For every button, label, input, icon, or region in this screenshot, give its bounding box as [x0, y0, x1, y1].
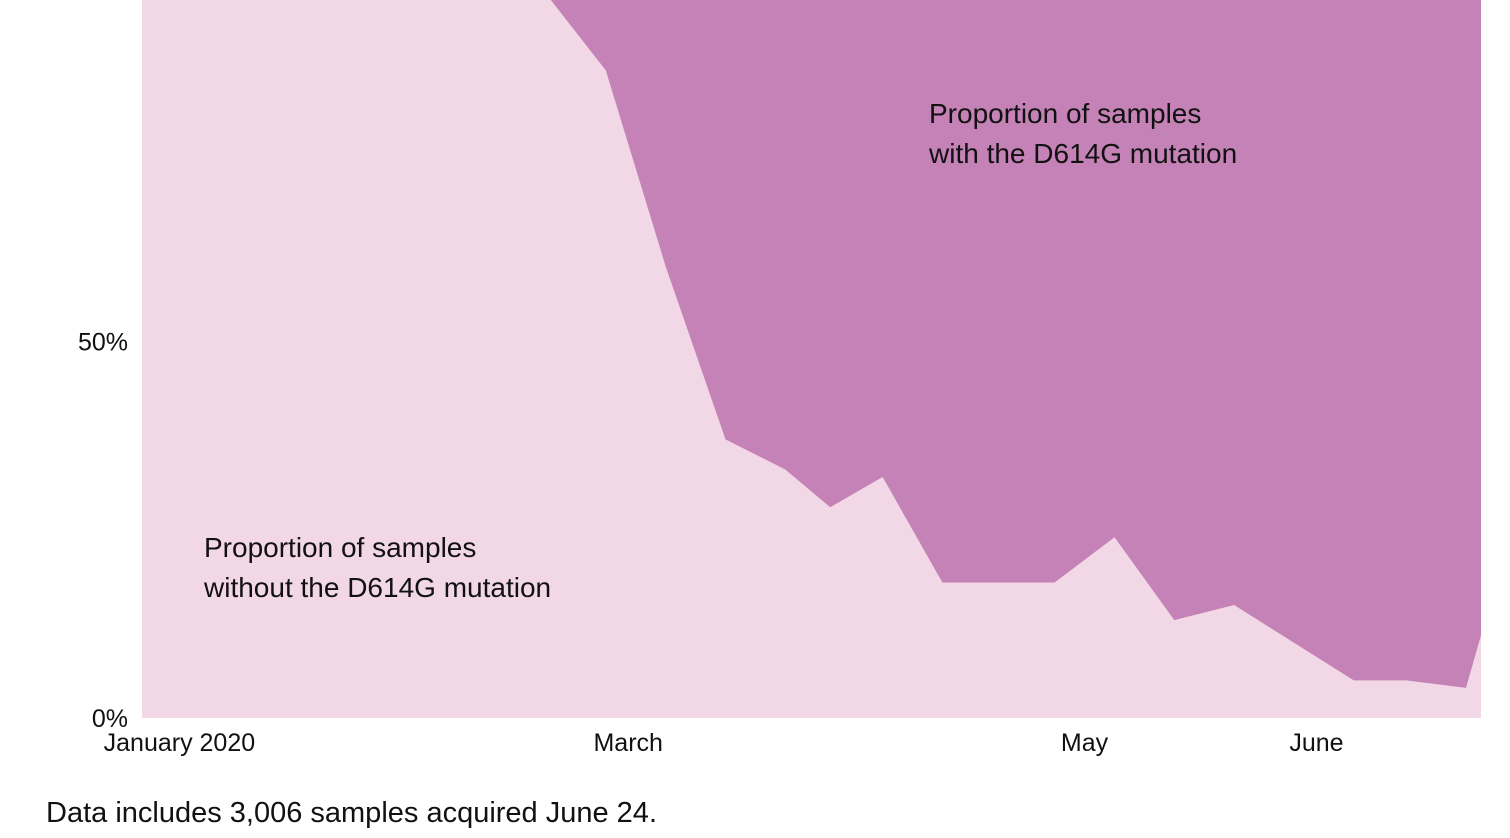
x-tick-label: May: [1061, 729, 1109, 757]
x-tick-label: June: [1289, 729, 1343, 757]
plot-area: [142, 0, 1481, 718]
annotation-without-mutation: Proportion of samples without the D614G …: [203, 532, 551, 603]
annotations: Proportion of samples with the D614G mut…: [203, 98, 1237, 603]
y-axis-ticks: 50% 0%: [78, 329, 128, 734]
area-without-mutation: [142, 0, 1481, 718]
x-axis-ticks: January 2020 March May June: [104, 729, 1344, 757]
annotation-with-line-1: Proportion of samples: [929, 98, 1201, 129]
annotation-with-line-2: with the D614G mutation: [928, 138, 1237, 169]
annotation-with-mutation: Proportion of samples with the D614G mut…: [928, 98, 1237, 169]
footnote: Data includes 3,006 samples acquired Jun…: [46, 797, 657, 829]
annotation-without-line-2: without the D614G mutation: [203, 572, 551, 603]
annotation-without-line-1: Proportion of samples: [204, 532, 476, 563]
y-tick-label: 0%: [92, 705, 128, 733]
y-tick-label: 50%: [78, 329, 128, 357]
x-tick-label: January 2020: [104, 729, 256, 757]
x-tick-label: March: [593, 729, 662, 757]
